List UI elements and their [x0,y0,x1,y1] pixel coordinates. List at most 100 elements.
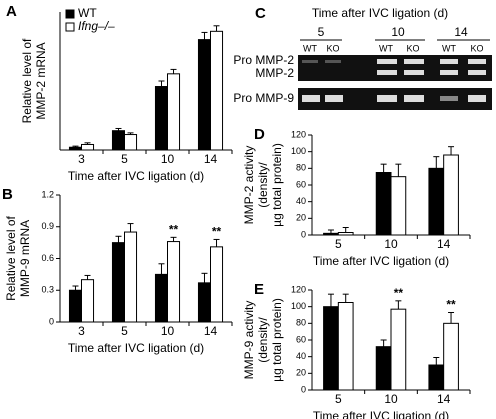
y-axis-label: (density/ [256,317,270,363]
x-tick-label: 10 [384,237,398,251]
bar [68,146,82,151]
bar [154,273,169,323]
x-tick-label: 3 [78,324,85,338]
bar [375,172,392,236]
y-tick-label: 120 [291,129,306,139]
bar [390,176,407,236]
lane-label: KO [406,43,419,53]
bar [428,167,445,236]
y-tick-label: 20 [296,368,306,378]
bar [154,86,169,151]
legend-label: Ifng–/– [78,19,115,33]
x-axis-label: Time after IVC ligation (d) [313,409,449,419]
y-tick-label: 80 [296,163,306,173]
legend-swatch [65,9,75,19]
y-axis-label: Relative level of [20,38,34,123]
bar [428,364,445,391]
lane-label: KO [470,43,483,53]
bar [111,130,125,151]
y-tick-label: 0 [301,384,306,394]
y-tick-label: 100 [291,146,306,156]
y-axis-label: Relative level of [4,215,18,300]
y-tick-label: 40 [296,351,306,361]
y-tick-label: 60 [296,179,306,189]
gel-title: Time after IVC ligation (d) [312,6,448,20]
annotation: ** [446,298,456,312]
x-tick-label: 14 [437,237,451,251]
bar [81,279,95,323]
row-label: Pro MMP-2 [233,53,294,67]
bar [167,73,181,151]
legend-label: WT [78,6,97,20]
y-axis-label: µg total protein) [270,143,284,227]
bar [390,308,407,391]
x-axis-label: Time after IVC ligation (d) [68,341,204,355]
y-tick-label: 0 [301,229,306,239]
y-axis-label: MMP-2 activity [242,146,256,225]
bar [68,289,82,323]
gel-bands [302,59,486,102]
y-tick-label: 40 [296,196,306,206]
x-tick-label: 10 [161,152,175,166]
panel-letter: D [254,126,265,143]
bar [167,241,181,323]
x-axis-label: Time after IVC ligation (d) [313,254,449,268]
lane-label: WT [442,43,456,53]
x-tick-label: 5 [121,324,128,338]
y-tick-label: 0.3 [41,285,54,295]
x-tick-label: 14 [437,392,451,406]
y-axis-label: MMP-9 mRNA [18,220,32,297]
legend-swatch [65,22,75,32]
gel-panel: C Time after IVC ligation (d) 5 10 14 WT… [233,5,492,110]
panel-letter: B [2,186,13,203]
bar [210,30,224,151]
x-tick-label: 5 [335,237,342,251]
x-tick-label: 3 [78,152,85,166]
y-axis-label: MMP-2 mRNA [34,42,48,119]
y-tick-label: 60 [296,334,306,344]
bar [197,282,212,323]
bar [210,246,224,323]
bar [124,134,138,151]
bar [323,306,339,391]
x-tick-label: 14 [204,324,218,338]
annotation: ** [394,286,404,300]
y-tick-label: 120 [291,284,306,294]
y-tick-label: 0 [49,316,54,326]
y-tick-label: 20 [296,213,306,223]
bar [443,154,459,236]
y-axis-label: µg total protein) [270,298,284,382]
panel-letter: E [254,281,264,298]
row-label: Pro MMP-9 [233,91,294,105]
x-tick-label: 10 [384,392,398,406]
panel-letter: A [6,3,17,20]
gel-strip [298,55,492,81]
row-label: MMP-2 [255,66,294,80]
bar [124,231,138,323]
bar [443,322,459,391]
y-axis-label: MMP-9 activity [242,301,256,380]
lane-label: WT [379,43,393,53]
y-tick-label: 0.6 [41,253,54,263]
x-tick-label: 5 [335,392,342,406]
x-tick-label: 5 [121,152,128,166]
y-tick-label: 0.9 [41,221,54,231]
bar [81,143,95,151]
gel-time: 14 [454,25,468,39]
x-axis-label: Time after IVC ligation (d) [68,169,204,183]
annotation: ** [169,223,179,237]
bar [197,39,212,151]
y-tick-label: 1.2 [41,189,54,199]
x-tick-label: 10 [161,324,175,338]
bar [337,232,354,236]
bar [337,302,354,391]
bar [111,242,125,323]
gel-time: 10 [391,25,405,39]
x-tick-label: 14 [204,152,218,166]
gel-time: 5 [318,25,325,39]
y-axis-label: (density/ [256,162,270,208]
y-tick-label: 80 [296,318,306,328]
y-tick-label: 100 [291,301,306,311]
lane-label: KO [326,43,339,53]
